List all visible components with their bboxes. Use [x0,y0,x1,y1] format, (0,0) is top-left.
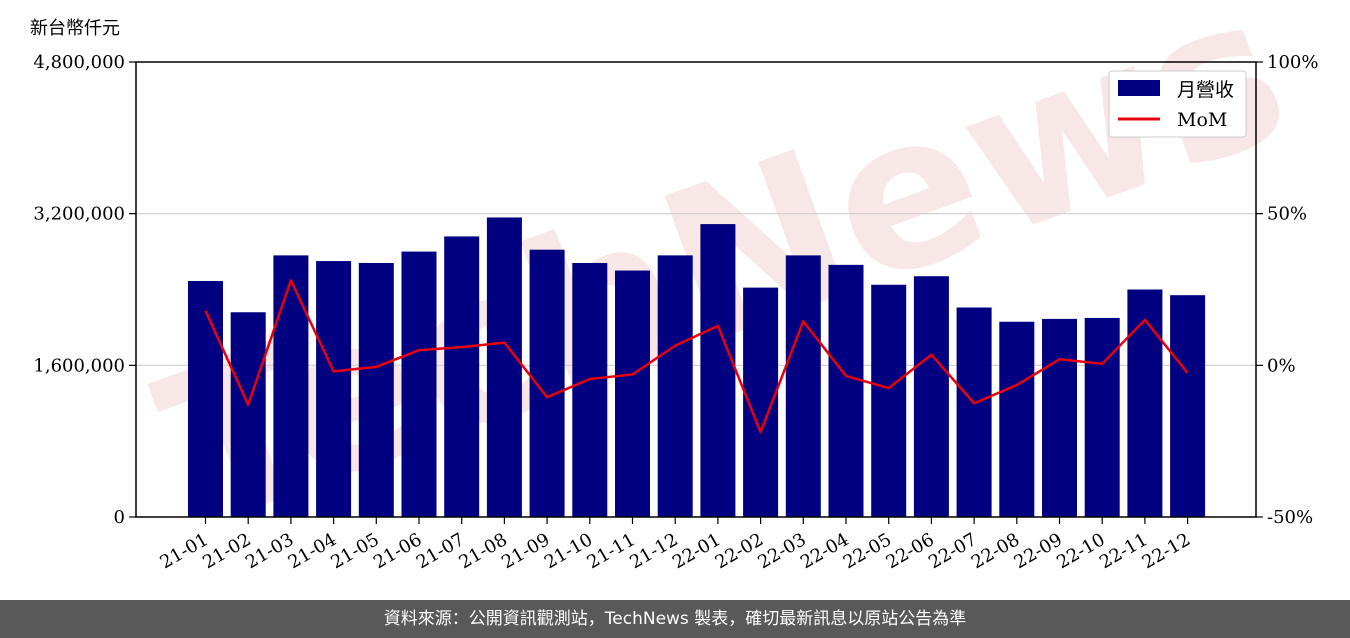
bar-21-05 [358,262,394,517]
bar-22-03 [785,255,821,517]
bar-21-10 [572,262,608,517]
bar-22-06 [913,276,949,517]
bar-22-09 [1042,318,1077,517]
left-axis-tick-label: 4,800,000 [33,52,125,73]
x-axis-tick-label: 21-01 [157,529,212,573]
x-axis-tick-label: 22-01 [669,529,724,573]
left-axis: 0 1,600,000 3,200,000 4,800,000 [33,52,136,528]
x-axis-tick-label: 21-11 [584,529,639,573]
bar-21-07 [444,236,480,517]
x-axis-tick-label: 22-04 [797,529,852,573]
left-axis-tick-label: 0 [114,507,125,528]
bar-22-12 [1170,295,1206,517]
mom-line [204,279,1189,434]
bar-21-04 [316,261,352,517]
x-axis-tick-label: 22-11 [1096,529,1151,573]
bar-21-03 [273,255,309,517]
bar-22-08 [999,321,1035,517]
legend-bar-swatch [1118,80,1160,96]
x-axis-tick-label: 21-05 [327,529,382,573]
bar-21-08 [486,217,522,518]
x-axis-tick-label: 22-08 [968,529,1023,573]
bar-series [188,217,1206,518]
right-axis-tick-label: 100% [1267,52,1318,73]
bar-22-11 [1127,289,1163,517]
legend-label-revenue: 月營收 [1177,79,1234,101]
bar-21-06 [401,251,437,518]
x-axis-tick-label: 21-12 [626,529,681,573]
plot-frame [135,61,1257,518]
x-axis-tick-label: 21-08 [455,529,510,573]
footer-source-note: 資料來源：公開資訊觀測站，TechNews 製表，確切最新訊息以原站公告為準 [0,600,1350,638]
legend: 月營收 MoM [1108,70,1247,138]
x-axis-tick-label: 22-09 [1011,529,1066,573]
x-axis-tick-label: 22-03 [754,529,809,573]
bar-21-11 [615,270,650,517]
chart: TechNews 新台幣仟元 01,600,0003,200,0004,800,… [30,0,1318,575]
right-axis-tick-label: 0% [1267,355,1296,376]
y-axis-unit-label: 新台幣仟元 [30,18,120,39]
right-axis-tick-label: -50% [1267,507,1313,528]
x-axis-tick-label: 22-06 [882,529,937,573]
bar-21-02 [230,312,266,517]
mom-line-series [204,279,1189,434]
x-axis-tick-label: 21-07 [413,529,468,573]
bar-22-05 [871,284,907,517]
left-axis-tick-label: 3,200,000 [33,204,125,225]
bar-21-12 [657,255,693,517]
right-axis: -50% 0% 50% 100% [1256,52,1318,528]
bar-22-04 [828,264,864,517]
x-axis-tick-label: 21-09 [498,529,553,573]
legend-label-mom: MoM [1177,109,1227,131]
x-axis-tick-label: 22-07 [925,529,980,573]
x-axis-tick-label: 21-06 [370,529,425,573]
bar-22-01 [700,224,736,517]
right-axis-tick-label: 50% [1267,204,1307,225]
x-axis-tick-label: 22-10 [1053,529,1108,573]
x-axis-tick-label: 22-02 [712,529,767,573]
bar-22-07 [956,307,992,517]
left-axis-tick-label: 1,600,000 [33,355,125,376]
x-axis-tick-label: 21-10 [541,529,596,573]
x-axis-tick-label: 22-05 [840,529,895,573]
bar-21-01 [188,280,223,517]
x-axis-tick-label: 22-12 [1139,529,1194,573]
bar-22-10 [1084,317,1120,517]
